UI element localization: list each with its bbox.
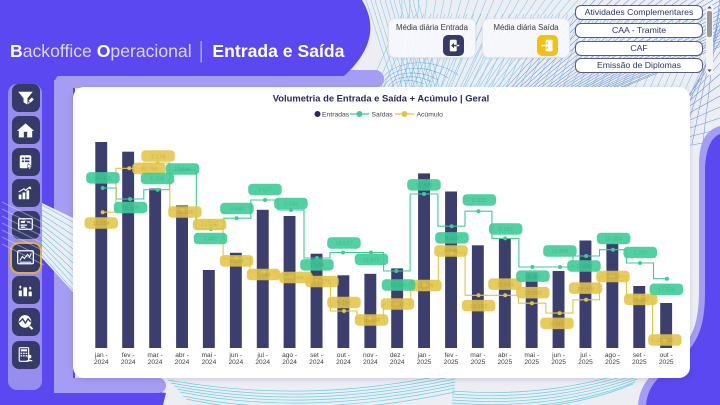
svg-text:19.407: 19.407	[524, 274, 541, 280]
svg-text:ago -: ago -	[282, 352, 297, 359]
svg-text:jan -: jan -	[94, 352, 108, 359]
svg-text:2025: 2025	[524, 359, 539, 366]
svg-text:abr -: abr -	[175, 352, 189, 359]
svg-text:2024: 2024	[336, 359, 351, 366]
svg-text:19.226: 19.226	[416, 284, 433, 290]
svg-text:2024: 2024	[121, 359, 136, 366]
svg-text:jul -: jul -	[256, 352, 268, 359]
svg-text:jul -: jul -	[579, 352, 591, 359]
svg-text:19.699: 19.699	[496, 282, 513, 288]
svg-text:18.220: 18.220	[656, 338, 673, 344]
svg-text:jun -: jun -	[228, 352, 242, 359]
svg-text:nov -: nov -	[363, 352, 378, 359]
svg-text:2024: 2024	[94, 359, 109, 366]
svg-text:8.147: 8.147	[550, 322, 564, 328]
svg-text:2.619: 2.619	[230, 259, 244, 265]
svg-text:out -: out -	[337, 352, 350, 359]
svg-text:3.544: 3.544	[289, 276, 303, 282]
svg-text:5.396: 5.396	[606, 275, 620, 281]
svg-text:7.138: 7.138	[257, 273, 271, 279]
svg-text:ago -: ago -	[605, 352, 620, 359]
svg-text:18.935: 18.935	[122, 206, 139, 212]
svg-text:set -: set -	[310, 352, 323, 359]
svg-text:2025: 2025	[578, 359, 593, 366]
svg-text:abr -: abr -	[498, 352, 512, 359]
svg-text:8.913: 8.913	[445, 236, 459, 242]
svg-text:2.174: 2.174	[151, 154, 165, 160]
svg-text:11.576: 11.576	[363, 258, 380, 264]
svg-text:Saídas: Saídas	[372, 112, 394, 119]
svg-text:18.979: 18.979	[577, 286, 594, 292]
svg-text:2024: 2024	[255, 359, 270, 366]
svg-text:2025: 2025	[632, 359, 647, 366]
svg-text:out -: out -	[660, 352, 673, 359]
svg-text:19.163: 19.163	[470, 304, 487, 310]
svg-text:7.481: 7.481	[204, 237, 218, 243]
svg-text:2025: 2025	[497, 359, 512, 366]
svg-text:14.171: 14.171	[313, 280, 330, 286]
svg-text:dez -: dez -	[390, 352, 405, 359]
svg-text:Acúmulo: Acúmulo	[417, 112, 444, 119]
svg-text:2025: 2025	[417, 359, 432, 366]
svg-text:11.254: 11.254	[93, 221, 110, 227]
svg-text:2024: 2024	[175, 359, 190, 366]
svg-text:11.846: 11.846	[576, 264, 593, 270]
svg-text:2024: 2024	[228, 359, 243, 366]
svg-text:2024: 2024	[202, 359, 217, 366]
svg-text:2025: 2025	[605, 359, 620, 366]
svg-text:mar -: mar -	[470, 352, 485, 359]
svg-text:3.677: 3.677	[258, 188, 272, 194]
svg-text:4.660: 4.660	[230, 207, 244, 213]
svg-text:2.946: 2.946	[391, 302, 405, 308]
svg-text:6.815: 6.815	[472, 198, 486, 204]
svg-text:17.528: 17.528	[658, 288, 675, 294]
svg-text:18.534: 18.534	[363, 318, 380, 324]
svg-text:mai -: mai -	[202, 352, 217, 359]
svg-text:2025: 2025	[471, 359, 486, 366]
svg-text:8.745: 8.745	[444, 249, 458, 255]
svg-text:17.606: 17.606	[551, 249, 568, 255]
svg-text:3.220: 3.220	[633, 251, 647, 257]
svg-text:14.247: 14.247	[632, 298, 649, 304]
svg-text:2025: 2025	[659, 359, 674, 366]
svg-text:Entradas: Entradas	[322, 112, 350, 119]
svg-text:Volumetria de Entrada e Saída: Volumetria de Entrada e Saída + Acúmulo …	[273, 93, 490, 104]
svg-text:jan -: jan -	[417, 352, 431, 359]
svg-text:18.196: 18.196	[176, 210, 193, 216]
svg-text:fev -: fev -	[445, 352, 458, 359]
svg-text:2024: 2024	[390, 359, 405, 366]
svg-text:18.537: 18.537	[335, 241, 352, 247]
svg-text:2025: 2025	[551, 359, 566, 366]
svg-text:12.406: 12.406	[415, 183, 432, 189]
svg-text:mai -: mai -	[524, 352, 539, 359]
svg-text:15.394: 15.394	[605, 237, 622, 243]
svg-text:set -: set -	[633, 352, 646, 359]
svg-text:8.192: 8.192	[337, 301, 351, 307]
svg-text:13.766: 13.766	[140, 167, 157, 173]
svg-text:6.205: 6.205	[151, 177, 165, 183]
svg-text:7.608: 7.608	[310, 263, 324, 269]
svg-text:fev -: fev -	[122, 352, 135, 359]
svg-text:19.564: 19.564	[390, 283, 407, 289]
svg-text:19.415: 19.415	[94, 176, 111, 182]
svg-text:8.183: 8.183	[499, 227, 513, 233]
svg-text:2025: 2025	[444, 359, 459, 366]
svg-text:jun -: jun -	[551, 352, 565, 359]
svg-text:2024: 2024	[282, 359, 297, 366]
svg-text:19.684: 19.684	[174, 167, 191, 173]
svg-text:2024: 2024	[148, 359, 163, 366]
svg-text:13.150: 13.150	[524, 291, 541, 297]
svg-text:12.696: 12.696	[201, 223, 218, 229]
svg-text:2024: 2024	[363, 359, 378, 366]
svg-text:2024: 2024	[309, 359, 324, 366]
svg-text:mar -: mar -	[147, 352, 162, 359]
svg-text:2.733: 2.733	[284, 202, 298, 208]
